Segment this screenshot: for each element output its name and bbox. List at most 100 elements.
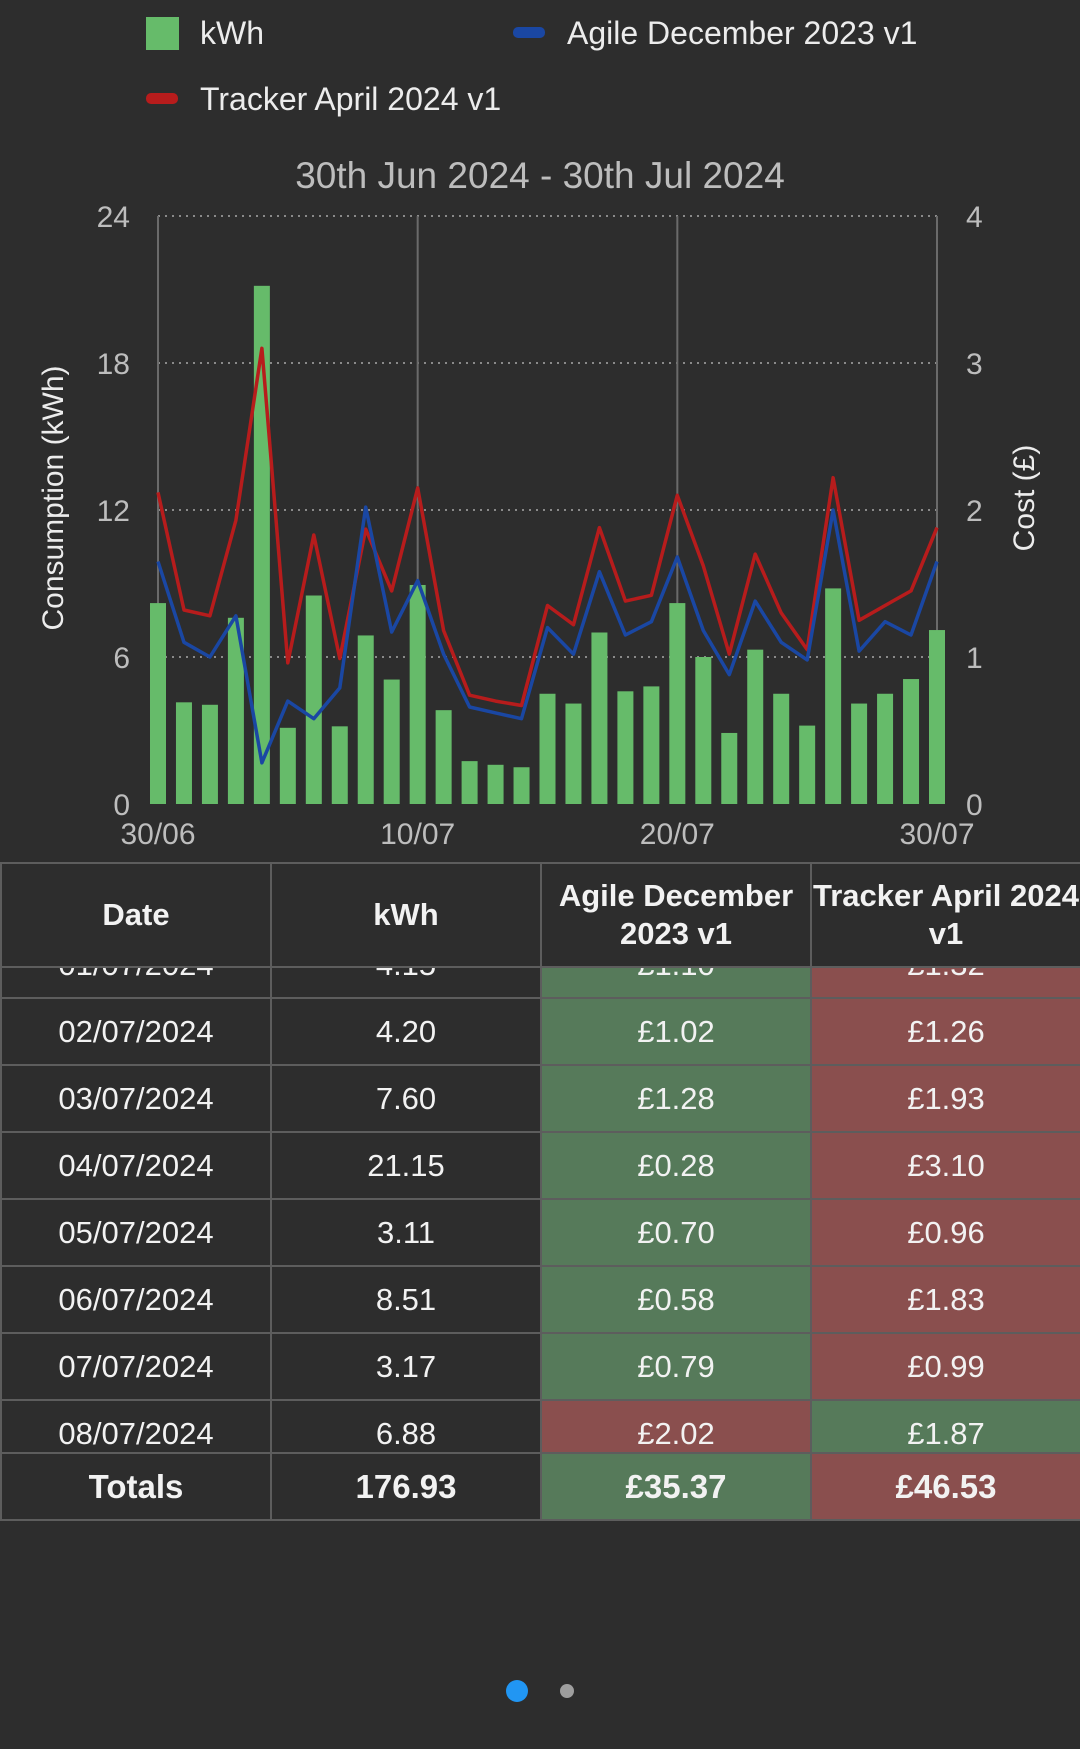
cell-agile-cost: £1.02 [540, 997, 812, 1066]
page-dot-inactive[interactable] [560, 1684, 574, 1698]
bar-kwh [721, 732, 738, 804]
cell-date: 01/07/2024 [0, 966, 272, 999]
bar-kwh [227, 617, 244, 804]
y-tick-label: 18 [97, 348, 130, 381]
cost-table[interactable]: Date kWh Agile December 2023 v1 Tracker … [0, 862, 1080, 1659]
bar-kwh [461, 761, 478, 804]
legend-tracker-swatch [146, 93, 178, 104]
tick-layer: 0 0 6 1 12 2 18 3 24 4 30/06 10/07 20/07 30/07 [97, 201, 983, 851]
bar-kwh [305, 595, 322, 804]
y-tick-label: 6 [113, 642, 130, 675]
cell-tracker-cost: £0.96 [810, 1198, 1080, 1267]
x-tick-label: 20/07 [640, 818, 715, 851]
bar-kwh [929, 630, 945, 804]
bar-kwh [799, 725, 816, 804]
cell-kwh: 4.15 [270, 966, 542, 999]
bar-kwh [409, 584, 426, 804]
y2-axis-title: Cost (£) [1008, 445, 1041, 552]
table-scroll-area[interactable]: 01/07/20244.15£1.10£1.3202/07/20244.20£1… [0, 966, 1080, 1452]
cell-kwh: 3.17 [270, 1332, 542, 1401]
cell-tracker-cost: £0.99 [810, 1332, 1080, 1401]
cell-tracker-cost: £1.87 [810, 1399, 1080, 1452]
bar-kwh [565, 703, 582, 804]
legend-tracker-label: Tracker April 2024 v1 [200, 81, 501, 117]
bar-kwh [591, 632, 608, 804]
totals-kwh: 176.93 [270, 1452, 542, 1521]
bar-kwh [903, 679, 920, 804]
cell-date: 05/07/2024 [0, 1198, 272, 1267]
column-header-agile[interactable]: Agile December 2023 v1 [540, 862, 812, 968]
legend-agile-label: Agile December 2023 v1 [567, 15, 917, 51]
y-axis-title: Consumption (kWh) [37, 365, 70, 630]
bar-kwh [643, 686, 660, 804]
cell-agile-cost: £0.79 [540, 1332, 812, 1401]
table-row[interactable]: 03/07/2024 7.60 £1.28 £1.93 [0, 1064, 1080, 1133]
x-tick-label: 30/07 [899, 818, 974, 851]
cell-kwh: 4.20 [270, 997, 542, 1066]
bar-kwh [747, 649, 764, 804]
table-row[interactable]: 02/07/2024 4.20 £1.02 £1.26 [0, 997, 1080, 1066]
cell-date: 03/07/2024 [0, 1064, 272, 1133]
legend-kwh-swatch [146, 17, 179, 50]
page-dot-active[interactable] [506, 1680, 528, 1702]
y2-tick-label: 2 [966, 495, 983, 528]
table-row[interactable]: 05/07/2024 3.11 £0.70 £0.96 [0, 1198, 1080, 1267]
bar-kwh [539, 693, 556, 804]
bar-kwh [617, 691, 634, 804]
totals-agile: £35.37 [540, 1452, 812, 1521]
column-header-tracker[interactable]: Tracker April 2024 v1 [810, 862, 1080, 968]
bar-kwh [435, 710, 452, 804]
cell-agile-cost: £2.02 [540, 1399, 812, 1452]
cell-agile-cost: £1.10 [540, 966, 812, 999]
bar-kwh [150, 603, 166, 804]
cell-kwh: 7.60 [270, 1064, 542, 1133]
x-tick-label: 30/06 [120, 818, 195, 851]
cell-agile-cost: £0.28 [540, 1131, 812, 1200]
legend-agile-swatch [513, 27, 545, 38]
table-totals: Totals 176.93 £35.37 £46.53 [0, 1452, 1080, 1521]
table-row[interactable]: 06/07/2024 8.51 £0.58 £1.83 [0, 1265, 1080, 1334]
line-tracker [156, 346, 939, 708]
bar-kwh [513, 767, 530, 804]
bar-kwh [695, 657, 712, 804]
cell-tracker-cost: £3.10 [810, 1131, 1080, 1200]
table-header: Date kWh Agile December 2023 v1 Tracker … [0, 862, 1080, 968]
y2-tick-label: 4 [966, 201, 983, 234]
cell-kwh: 3.11 [270, 1198, 542, 1267]
table-row[interactable]: 08/07/2024 6.88 £2.02 £1.87 [0, 1399, 1080, 1452]
bar-kwh [331, 726, 348, 804]
bar-kwh [877, 693, 894, 804]
y2-tick-label: 3 [966, 348, 983, 381]
totals-tracker: £46.53 [810, 1452, 1080, 1521]
cell-date: 04/07/2024 [0, 1131, 272, 1200]
bar-kwh [357, 635, 374, 804]
page-indicator [0, 1680, 1080, 1704]
bar-kwh [175, 702, 192, 804]
cell-kwh: 6.88 [270, 1399, 542, 1452]
bar-kwh [773, 693, 790, 804]
y-tick-label: 24 [97, 201, 130, 234]
bar-layer [150, 285, 945, 804]
bar-kwh [487, 764, 504, 804]
cell-date: 02/07/2024 [0, 997, 272, 1066]
y-tick-label: 12 [97, 495, 130, 528]
bar-kwh [669, 603, 686, 804]
column-header-date[interactable]: Date [0, 862, 272, 968]
table-row[interactable]: 04/07/2024 21.15 £0.28 £3.10 [0, 1131, 1080, 1200]
chart-title: 30th Jun 2024 - 30th Jul 2024 [295, 155, 785, 196]
y2-tick-label: 0 [966, 789, 983, 822]
column-header-kwh[interactable]: kWh [270, 862, 542, 968]
y-tick-label: 0 [113, 789, 130, 822]
legend-kwh-label: kWh [200, 15, 264, 51]
line-layer [156, 346, 939, 765]
line-agile [156, 505, 939, 765]
table-body: 01/07/20244.15£1.10£1.3202/07/20244.20£1… [0, 966, 1080, 1452]
table-row[interactable]: 07/07/2024 3.17 £0.79 £0.99 [0, 1332, 1080, 1401]
totals-label: Totals [0, 1452, 272, 1521]
usage-chart[interactable]: kWh Agile December 2023 v1 Tracker April… [0, 0, 1080, 862]
cell-tracker-cost: £1.93 [810, 1064, 1080, 1133]
cell-agile-cost: £0.70 [540, 1198, 812, 1267]
cell-kwh: 8.51 [270, 1265, 542, 1334]
bar-kwh [825, 588, 842, 804]
